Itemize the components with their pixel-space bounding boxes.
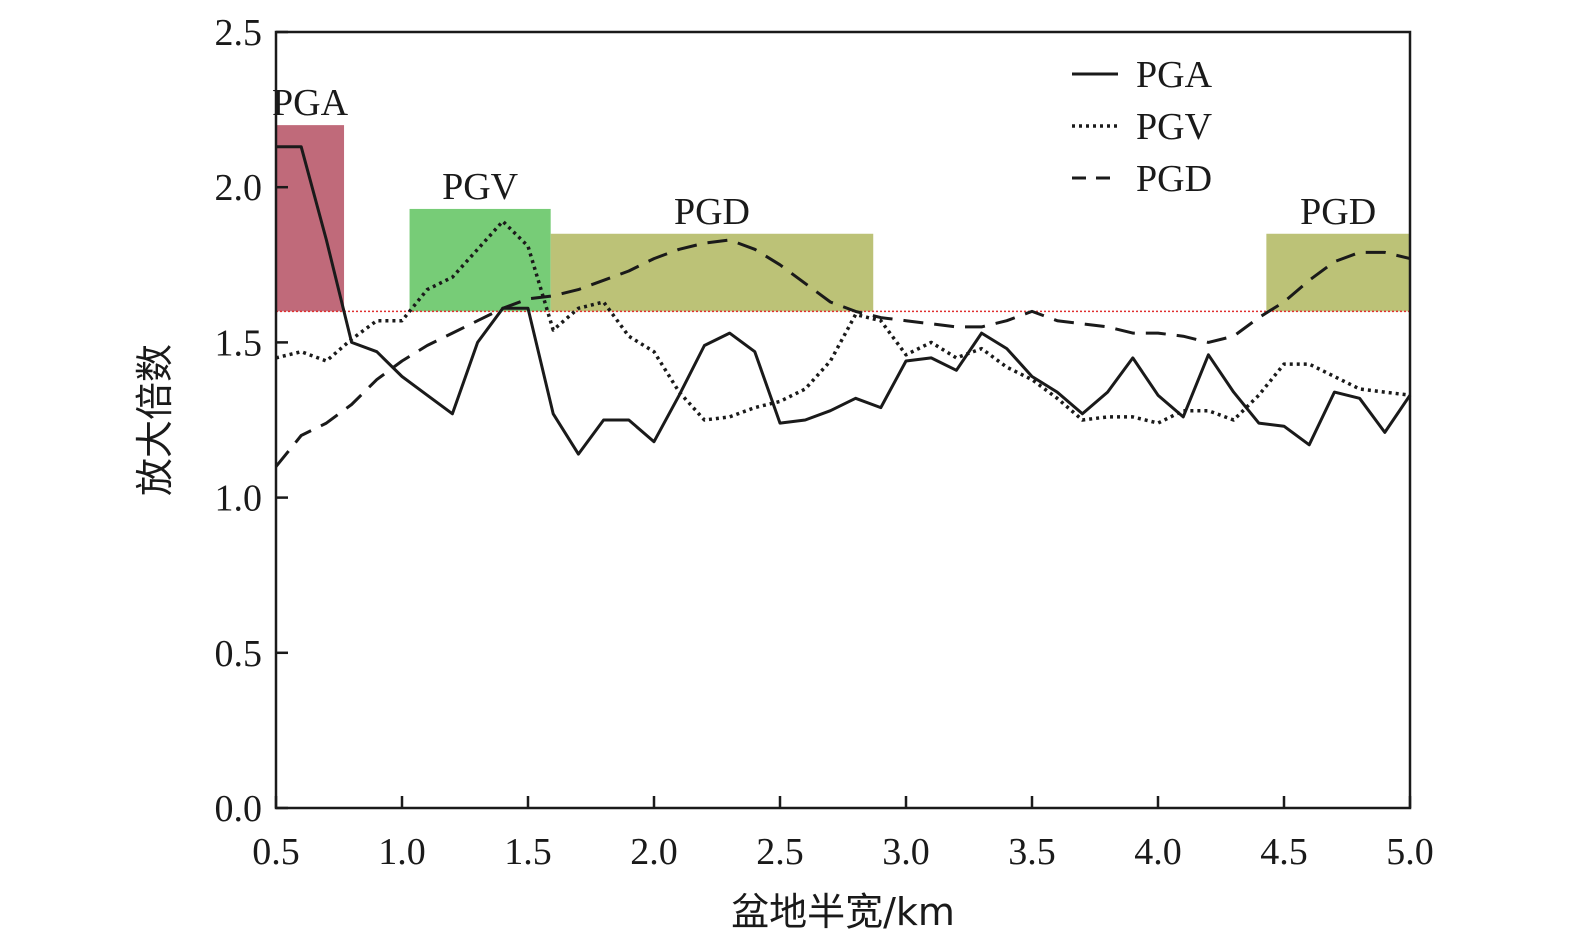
legend: PGA PGV PGD [1072,54,1213,200]
region-label-0: PGA [272,82,349,124]
legend-label-pgd: PGD [1136,158,1212,200]
x-tick-label: 2.0 [630,831,678,873]
x-tick-label: 4.5 [1260,831,1308,873]
legend-label-pga: PGA [1136,54,1213,96]
region-label-3: PGD [1300,191,1376,233]
legend-label-pgv: PGV [1136,106,1213,148]
region-pgv-1 [409,208,551,312]
x-tick-label: 4.0 [1134,831,1182,873]
y-tick-label: 0.5 [215,633,263,675]
series-layer [274,145,1412,468]
series-line-pgd [274,238,1411,468]
x-tick-label: 5.0 [1386,831,1434,873]
x-tick-label: 1.5 [504,831,552,873]
region-label-2: PGD [674,191,750,233]
y-tick-label: 1.0 [215,478,263,520]
plot-frame [274,30,1412,810]
series-line-pga [276,145,1412,456]
region-pgd-2 [550,233,874,312]
x-axis-title: 盆地半宽/km [731,890,955,934]
x-tick-label: 1.0 [378,831,426,873]
region-pgd-3 [1266,233,1410,312]
y-tick-label: 2.5 [215,12,263,54]
x-tick-label: 2.5 [756,831,804,873]
region-label-1: PGV [442,166,519,208]
region-pga-0 [276,125,345,312]
x-tick-label: 0.5 [252,831,300,873]
y-tick-label: 0.0 [215,788,263,830]
x-tick-label: 3.0 [882,831,930,873]
highlight-regions: PGA PGV PGD PGD [272,82,1410,312]
y-tick-label: 2.0 [215,167,263,209]
y-axis-title: 放大倍数 [133,344,177,496]
axis-ticks: 0.5 1.0 1.5 2.0 2.5 3.0 3.5 4.0 4.5 5.00.00.51.01… [215,12,1434,873]
y-tick-label: 1.5 [215,322,263,364]
x-tick-label: 3.5 [1008,831,1056,873]
